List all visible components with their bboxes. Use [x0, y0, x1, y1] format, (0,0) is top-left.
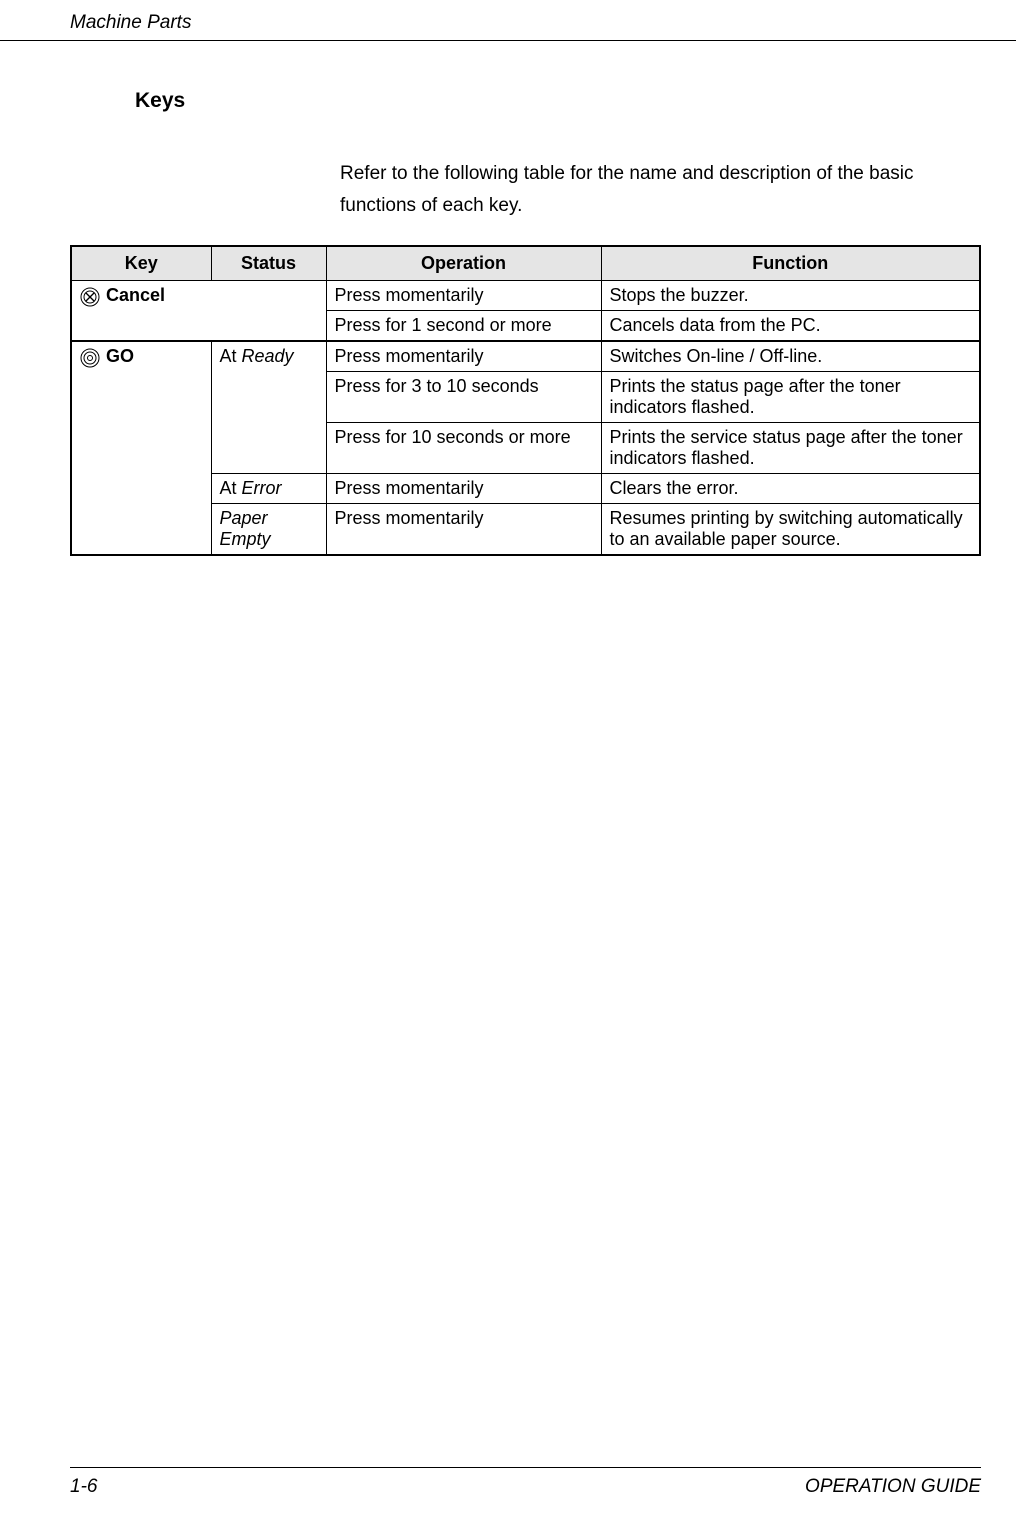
- column-header-key: Key: [71, 246, 211, 281]
- cancel-key-icon: [80, 287, 100, 312]
- key-cell-go: GO: [71, 341, 211, 555]
- intro-text: Refer to the following table for the nam…: [340, 158, 946, 223]
- operation-cell: Press momentarily: [326, 503, 601, 555]
- status-cell-ready: At Ready: [211, 341, 326, 474]
- function-cell: Switches On-line / Off-line.: [601, 341, 980, 372]
- function-cell: Cancels data from the PC.: [601, 310, 980, 341]
- section-title: Keys: [135, 89, 1016, 113]
- key-label-cancel: Cancel: [106, 285, 165, 306]
- column-header-function: Function: [601, 246, 980, 281]
- table-row: GO At Ready Press momentarily Switches O…: [71, 341, 980, 372]
- status-italic-label: Ready: [242, 346, 294, 366]
- status-cell-paper-empty: Paper Empty: [211, 503, 326, 555]
- function-cell: Resumes printing by switching automatica…: [601, 503, 980, 555]
- operation-cell: Press momentarily: [326, 341, 601, 372]
- operation-cell: Press momentarily: [326, 473, 601, 503]
- function-cell: Prints the service status page after the…: [601, 422, 980, 473]
- status-italic-label: Paper Empty: [220, 508, 271, 549]
- column-header-status: Status: [211, 246, 326, 281]
- key-cell-cancel: Cancel: [71, 280, 326, 341]
- page-number: 1-6: [70, 1476, 97, 1498]
- operation-cell: Press for 3 to 10 seconds: [326, 371, 601, 422]
- operation-cell: Press for 1 second or more: [326, 310, 601, 341]
- key-label-go: GO: [106, 346, 134, 367]
- function-cell: Stops the buzzer.: [601, 280, 980, 310]
- operation-cell: Press momentarily: [326, 280, 601, 310]
- status-prefix: At: [220, 478, 242, 498]
- status-prefix: At: [220, 346, 242, 366]
- guide-label: OPERATION GUIDE: [805, 1476, 981, 1498]
- status-italic-label: Error: [242, 478, 282, 498]
- go-key-icon: [80, 348, 100, 373]
- status-cell-error: At Error: [211, 473, 326, 503]
- keys-table: Key Status Operation Function: [70, 245, 981, 556]
- table-row: Cancel Press momentarily Stops the buzze…: [71, 280, 980, 310]
- column-header-operation: Operation: [326, 246, 601, 281]
- header-section-label: Machine Parts: [70, 12, 191, 33]
- function-cell: Clears the error.: [601, 473, 980, 503]
- page-header: Machine Parts: [0, 0, 1016, 41]
- page-footer: 1-6 OPERATION GUIDE: [70, 1467, 981, 1498]
- table-header-row: Key Status Operation Function: [71, 246, 980, 281]
- function-cell: Prints the status page after the toner i…: [601, 371, 980, 422]
- operation-cell: Press for 10 seconds or more: [326, 422, 601, 473]
